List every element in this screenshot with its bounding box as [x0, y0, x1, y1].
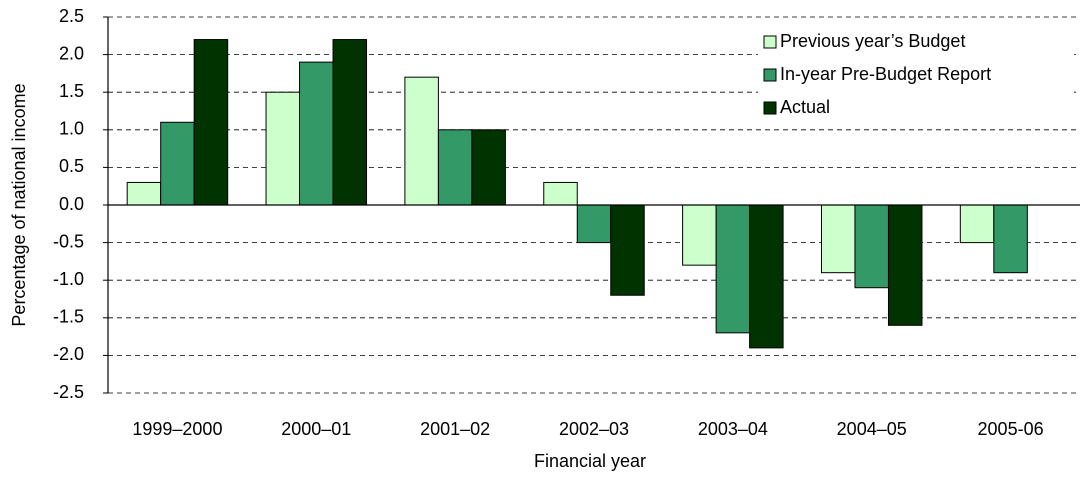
y-tick-label: -1.5	[53, 307, 84, 327]
x-tick-label: 2005-06	[978, 419, 1044, 439]
bar	[715, 204, 751, 334]
bar	[160, 121, 195, 206]
legend-swatch	[763, 35, 777, 49]
y-axis-title: Percentage of national income	[9, 83, 29, 326]
bar	[265, 91, 301, 206]
x-tick-label: 2004–05	[837, 419, 907, 439]
x-tick-label: 2000–01	[281, 419, 351, 439]
bar	[193, 39, 229, 206]
legend-label: Actual	[780, 97, 830, 117]
y-tick-label: 1.5	[59, 81, 84, 101]
x-tick-label: 2003–04	[698, 419, 768, 439]
y-tick-label: -0.5	[53, 231, 84, 251]
bar	[299, 61, 334, 206]
bar	[576, 204, 612, 244]
bar	[610, 204, 645, 296]
bar	[126, 181, 162, 206]
y-tick-label: 1.0	[59, 119, 84, 139]
y-tick-label: 2.0	[59, 43, 84, 63]
legend-label: Previous year’s Budget	[780, 31, 965, 51]
y-tick-label: -2.5	[53, 382, 84, 402]
bar	[887, 204, 923, 326]
legend-box	[758, 25, 1074, 125]
y-tick-label: 0.0	[59, 194, 84, 214]
bar	[543, 181, 578, 206]
bar	[959, 204, 995, 244]
bar	[437, 129, 473, 206]
x-axis-title: Financial year	[534, 451, 646, 471]
legend-swatch	[763, 101, 777, 115]
bar	[993, 204, 1028, 274]
y-tick-label: 0.5	[59, 156, 84, 176]
bar	[404, 76, 439, 206]
x-tick-label: 2002–03	[559, 419, 629, 439]
y-tick-label: 2.5	[59, 6, 84, 26]
legend-label: In-year Pre-Budget Report	[780, 64, 991, 84]
bar	[854, 204, 889, 289]
bar	[471, 129, 506, 206]
legend-swatch	[763, 68, 777, 82]
bar	[682, 204, 717, 266]
bar	[749, 204, 784, 349]
x-tick-label: 2001–02	[420, 419, 490, 439]
y-tick-label: -2.0	[53, 344, 84, 364]
y-tick-label: -1.0	[53, 269, 84, 289]
x-tick-label: 1999–2000	[132, 419, 222, 439]
bar	[332, 39, 368, 206]
bar	[820, 204, 856, 274]
